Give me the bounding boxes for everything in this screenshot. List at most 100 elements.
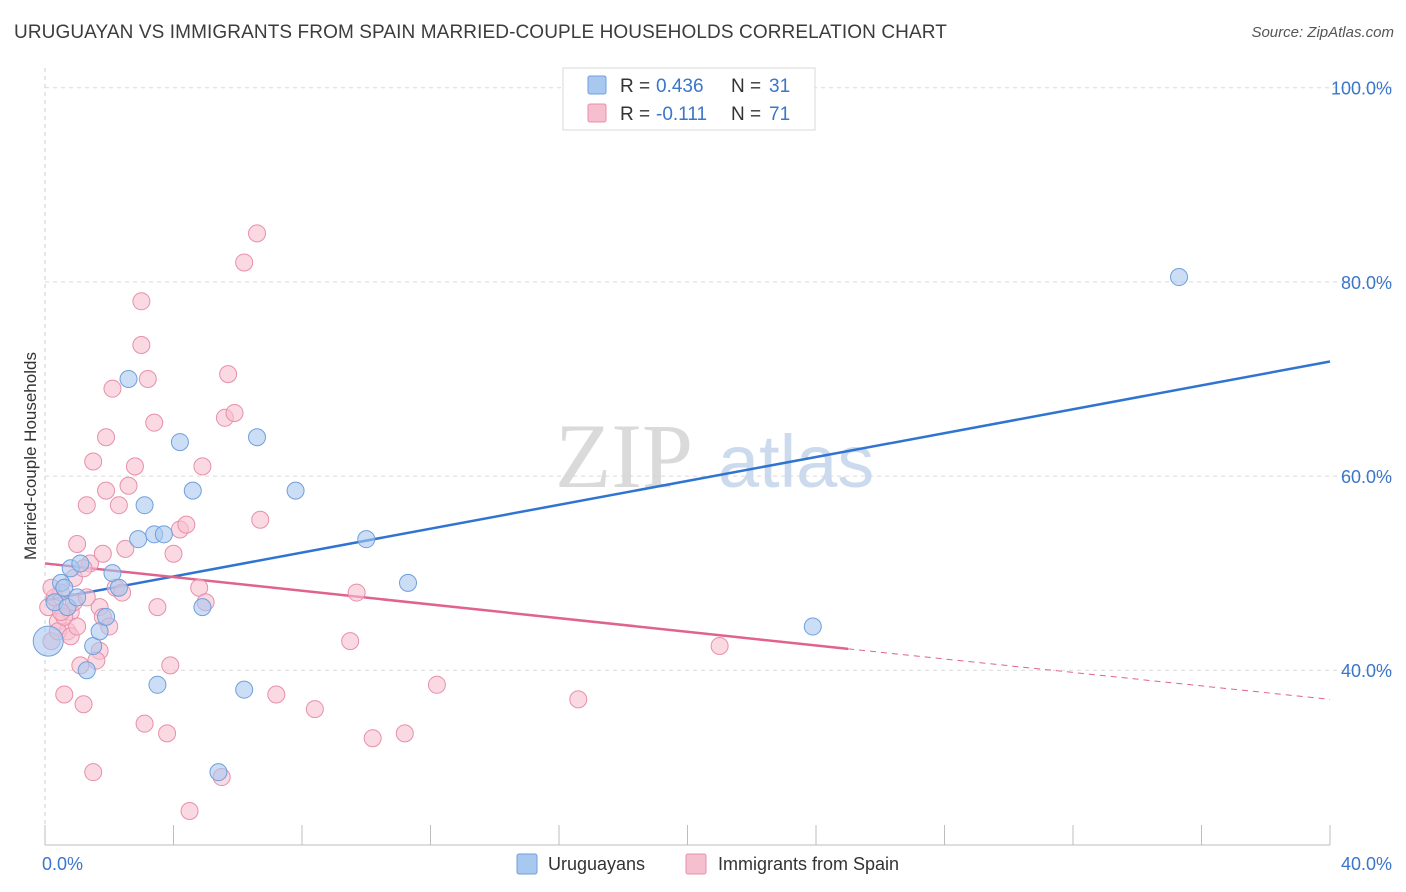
point-immigrants-from-spain [148,598,167,617]
bottom-legend-swatch-uruguayans [516,853,538,875]
point-uruguayans [148,675,167,694]
point-uruguayans [1170,268,1189,287]
point-uruguayans [235,680,254,699]
point-immigrants-from-spain [74,695,93,714]
point-immigrants-from-spain [68,535,87,554]
bottom-legend-label-uruguayans: Uruguayans [548,854,645,874]
y-axis-label: Married-couple Households [21,352,40,560]
point-uruguayans [154,525,173,544]
grid-lines [45,87,1392,671]
point-uruguayans [170,433,189,452]
point-uruguayans [399,573,418,592]
trendline-immigrants-from-spain-extension [848,648,1331,700]
point-immigrants-from-spain [97,428,116,447]
legend-n-label-2: N = [731,104,761,125]
legend-n-value-2: 71 [769,104,790,125]
legend-r-value-2: -0.111 [656,104,707,125]
point-uruguayans [183,481,202,500]
point-immigrants-from-spain [305,700,324,719]
point-immigrants-from-spain [235,253,254,272]
point-immigrants-from-spain [109,496,128,515]
point-immigrants-from-spain [132,335,151,354]
point-immigrants-from-spain [251,510,270,529]
point-immigrants-from-spain [180,802,199,821]
axes [44,68,1331,846]
trendlines [44,360,1331,700]
point-immigrants-from-spain [225,403,244,422]
point-immigrants-from-spain [710,636,729,655]
point-immigrants-from-spain [103,379,122,398]
point-uruguayans [286,481,305,500]
point-immigrants-from-spain [97,481,116,500]
point-immigrants-from-spain [347,583,366,602]
point-uruguayans [71,554,90,573]
point-uruguayans [119,369,138,388]
series-uruguayans [32,268,1189,782]
trendline-uruguayans [44,360,1331,602]
point-immigrants-from-spain [164,544,183,563]
y-tick-label: 100.0% [1331,79,1392,99]
point-uruguayans [357,530,376,549]
point-uruguayans [803,617,822,636]
point-immigrants-from-spain [135,714,154,733]
point-immigrants-from-spain [125,457,144,476]
watermark-zip: ZIP [555,405,693,507]
bottom-legend-label-immigrants-from-spain: Immigrants from Spain [718,854,899,874]
point-immigrants-from-spain [427,675,446,694]
legend-n-label-1: N = [731,76,761,97]
legend-r-value-1: 0.436 [656,76,704,97]
series-immigrants-from-spain [39,224,729,821]
legend-swatch-immigrants-from-spain [587,103,607,123]
point-uruguayans [68,588,87,607]
point-immigrants-from-spain [193,457,212,476]
point-uruguayans [55,578,74,597]
point-immigrants-from-spain [248,224,267,243]
point-immigrants-from-spain [55,685,74,704]
bottom-legend: Uruguayans Immigrants from Spain [516,853,899,875]
point-immigrants-from-spain [341,632,360,651]
source-label: Source: ZipAtlas.com [1251,24,1394,41]
point-uruguayans [129,530,148,549]
x-tick-label: 40.0% [1341,854,1392,874]
y-tick-label: 60.0% [1341,467,1392,487]
trendline-immigrants-from-spain [44,562,849,651]
point-immigrants-from-spain [569,690,588,709]
x-tick-label: 0.0% [42,854,83,874]
point-immigrants-from-spain [84,452,103,471]
point-immigrants-from-spain [158,724,177,743]
point-immigrants-from-spain [119,476,138,495]
point-immigrants-from-spain [219,365,238,384]
point-immigrants-from-spain [84,763,103,782]
point-immigrants-from-spain [68,617,87,636]
point-uruguayans [193,598,212,617]
legend-r-label-2: R = [620,104,650,125]
legend: R = 0.436 N = 31 R = -0.111 N = 71 [562,67,816,131]
legend-n-value-1: 31 [769,76,790,97]
chart-title: URUGUAYAN VS IMMIGRANTS FROM SPAIN MARRI… [14,22,947,43]
tick-labels: 40.0% 60.0% 80.0% 100.0% 0.0% 40.0% [42,79,1392,874]
legend-swatch-uruguayans [587,75,607,95]
point-immigrants-from-spain [93,544,112,563]
point-uruguayans [209,763,228,782]
point-uruguayans [109,578,128,597]
point-immigrants-from-spain [132,292,151,311]
bottom-legend-swatch-immigrants-from-spain [685,853,707,875]
point-uruguayans [135,496,154,515]
point-uruguayans [77,661,96,680]
point-immigrants-from-spain [267,685,286,704]
point-uruguayans [248,428,267,447]
legend-r-label-1: R = [620,76,650,97]
point-immigrants-from-spain [77,496,96,515]
point-immigrants-from-spain [138,369,157,388]
point-immigrants-from-spain [116,539,135,558]
point-immigrants-from-spain [145,413,164,432]
point-immigrants-from-spain [161,656,180,675]
point-immigrants-from-spain [177,515,196,534]
point-uruguayans [32,625,64,657]
point-immigrants-from-spain [363,729,382,748]
point-immigrants-from-spain [395,724,414,743]
y-tick-label: 80.0% [1341,273,1392,293]
y-tick-label: 40.0% [1341,661,1392,681]
point-uruguayans [97,607,116,626]
